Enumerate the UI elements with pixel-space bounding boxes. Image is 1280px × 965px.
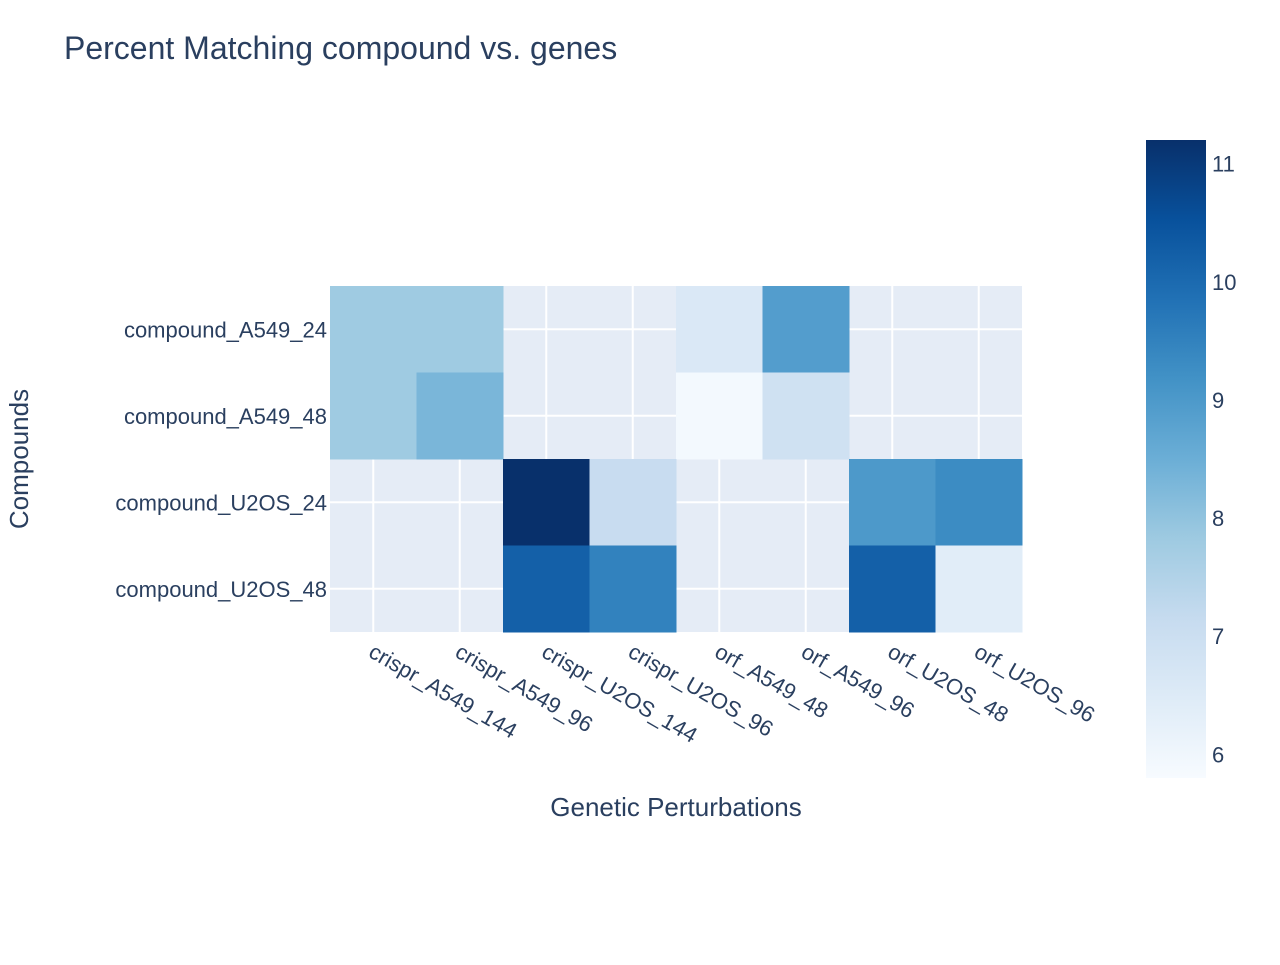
- colorbar-tick-label: 9: [1212, 388, 1224, 413]
- heatmap-cell: [676, 372, 763, 460]
- heatmap-cell: [589, 459, 677, 546]
- heatmap-cell: [503, 545, 590, 633]
- x-tick-label: crispr_U2OS_144: [538, 639, 702, 748]
- colorbar: [1146, 140, 1206, 778]
- colorbar-tick-label: 6: [1212, 742, 1224, 767]
- y-tick-label: compound_A549_24: [124, 317, 327, 342]
- heatmap-cell: [416, 286, 504, 373]
- y-tick-label: compound_U2OS_24: [115, 490, 327, 515]
- y-tick-label: compound_A549_48: [124, 404, 327, 429]
- heatmap-cell: [849, 459, 936, 546]
- colorbar-tick-label: 10: [1212, 270, 1236, 295]
- heatmap-cell: [503, 459, 590, 546]
- heatmap-cell: [589, 545, 677, 633]
- chart-title: Percent Matching compound vs. genes: [64, 30, 617, 66]
- colorbar-tick-label: 7: [1212, 624, 1224, 649]
- x-tick-label: crispr_A549_144: [365, 639, 522, 744]
- heatmap-cells: [330, 286, 1023, 633]
- heatmap-cell: [762, 372, 850, 460]
- colorbar-tick-label: 11: [1212, 152, 1235, 177]
- heatmap-cell: [935, 459, 1023, 546]
- y-tick-labels: compound_A549_24 compound_A549_48 compound…: [115, 317, 327, 602]
- x-axis-title: Genetic Perturbations: [550, 792, 801, 822]
- heatmap-cell: [935, 545, 1023, 633]
- heatmap-cell: [330, 372, 417, 460]
- y-tick-label: compound_U2OS_48: [115, 577, 327, 602]
- colorbar-tick-label: 8: [1212, 506, 1224, 531]
- heatmap-cell: [676, 286, 763, 373]
- heatmap-cell: [849, 545, 936, 633]
- y-axis-title: Compounds: [4, 389, 34, 529]
- colorbar-ticks: 6 7 8 9 10 11: [1212, 152, 1236, 768]
- heatmap-cell: [416, 372, 504, 460]
- heatmap-cell: [762, 286, 850, 373]
- heatmap-cell: [330, 286, 417, 373]
- x-tick-labels: crispr_A549_144crispr_A549_96crispr_U2OS…: [365, 639, 1100, 748]
